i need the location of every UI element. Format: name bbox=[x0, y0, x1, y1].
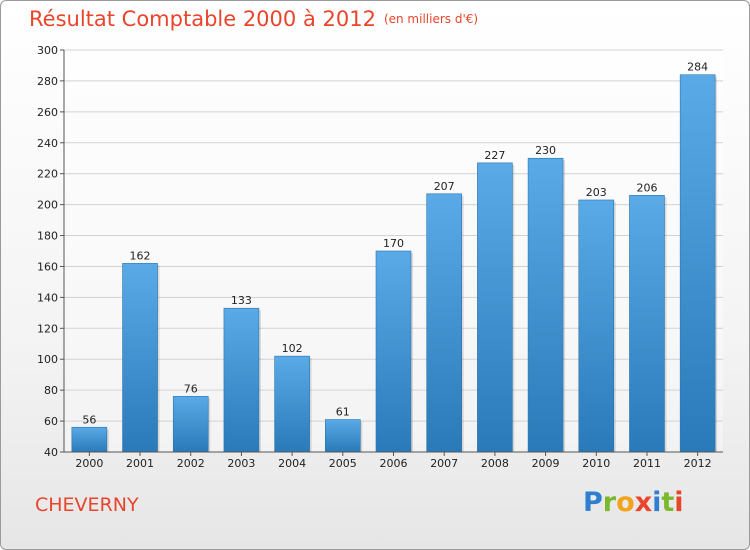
x-tick-label: 2007 bbox=[430, 457, 458, 470]
bar bbox=[122, 263, 158, 453]
y-tick-label: 160 bbox=[37, 260, 58, 273]
y-tick-label: 120 bbox=[37, 322, 58, 335]
bar bbox=[426, 193, 462, 453]
bar bbox=[274, 355, 310, 453]
data-label: 206 bbox=[636, 181, 657, 194]
bar bbox=[629, 195, 665, 453]
x-tick-label: 2001 bbox=[126, 457, 154, 470]
x-tick-label: 2009 bbox=[532, 457, 560, 470]
data-label: 102 bbox=[282, 342, 303, 355]
proxiti-logo: Proxiti bbox=[583, 487, 684, 518]
logo-letter: i bbox=[652, 487, 662, 518]
logo-letter: P bbox=[583, 487, 603, 518]
x-tick-label: 2005 bbox=[329, 457, 357, 470]
x-tick-label: 2012 bbox=[684, 457, 712, 470]
data-label: 284 bbox=[687, 61, 708, 74]
y-tick-label: 80 bbox=[44, 384, 58, 397]
bar bbox=[527, 157, 564, 453]
chart-title: Résultat Comptable 2000 à 2012 (en millie… bbox=[29, 7, 478, 31]
logo-letter: t bbox=[661, 487, 675, 518]
chart-subtitle: (en milliers d'€) bbox=[383, 12, 479, 26]
bar bbox=[477, 162, 513, 453]
logo-letter: i bbox=[674, 487, 684, 518]
y-tick-label: 260 bbox=[37, 106, 58, 119]
data-label: 170 bbox=[383, 237, 404, 250]
y-tick-label: 140 bbox=[37, 291, 58, 304]
y-tick-label: 220 bbox=[37, 168, 58, 181]
x-tick-label: 2010 bbox=[582, 457, 610, 470]
x-tick-label: 2011 bbox=[633, 457, 661, 470]
bar bbox=[578, 199, 615, 453]
logo-letter: o bbox=[616, 487, 635, 518]
data-label: 207 bbox=[434, 180, 455, 193]
bar bbox=[325, 419, 361, 453]
x-tick-label: 2004 bbox=[278, 457, 306, 470]
data-label: 76 bbox=[184, 382, 198, 395]
y-tick-label: 280 bbox=[37, 75, 58, 88]
y-tick-label: 200 bbox=[37, 199, 58, 212]
y-tick-label: 240 bbox=[37, 137, 58, 150]
y-tick-label: 300 bbox=[37, 44, 58, 57]
data-label: 230 bbox=[535, 144, 556, 157]
data-label: 203 bbox=[586, 186, 607, 199]
y-tick-label: 40 bbox=[44, 446, 58, 459]
bars: 56 162 76 133 102 61 170 207 227 230 203 206 284 bbox=[71, 61, 718, 453]
commune-name: CHEVERNY bbox=[35, 494, 139, 516]
bar bbox=[223, 307, 260, 453]
x-axis: 2000 2001 2002 2003 2004 2005 2006 2007 2008 2009… bbox=[64, 451, 723, 470]
data-label: 227 bbox=[484, 149, 505, 162]
y-tick-label: 100 bbox=[37, 353, 58, 366]
bar bbox=[172, 396, 209, 453]
x-tick-label: 2000 bbox=[75, 457, 103, 470]
logo-letter: r bbox=[602, 487, 617, 518]
x-tick-label: 2006 bbox=[380, 457, 408, 470]
y-axis: 40 60 80 100 120 140 160 180 200 220 240 260 280 300 bbox=[37, 44, 65, 459]
data-label: 56 bbox=[82, 413, 96, 426]
bar bbox=[71, 426, 108, 453]
bar bbox=[375, 250, 412, 453]
x-tick-label: 2002 bbox=[177, 457, 205, 470]
y-tick-label: 180 bbox=[37, 230, 58, 243]
x-tick-label: 2008 bbox=[481, 457, 509, 470]
bar bbox=[679, 74, 716, 453]
data-label: 162 bbox=[130, 249, 151, 262]
data-label: 61 bbox=[336, 406, 350, 419]
logo-letter: x bbox=[634, 487, 653, 518]
data-label: 133 bbox=[231, 294, 252, 307]
x-tick-label: 2003 bbox=[227, 457, 255, 470]
chart-title-text: Résultat Comptable 2000 à 2012 bbox=[29, 7, 376, 31]
y-tick-label: 60 bbox=[44, 415, 58, 428]
